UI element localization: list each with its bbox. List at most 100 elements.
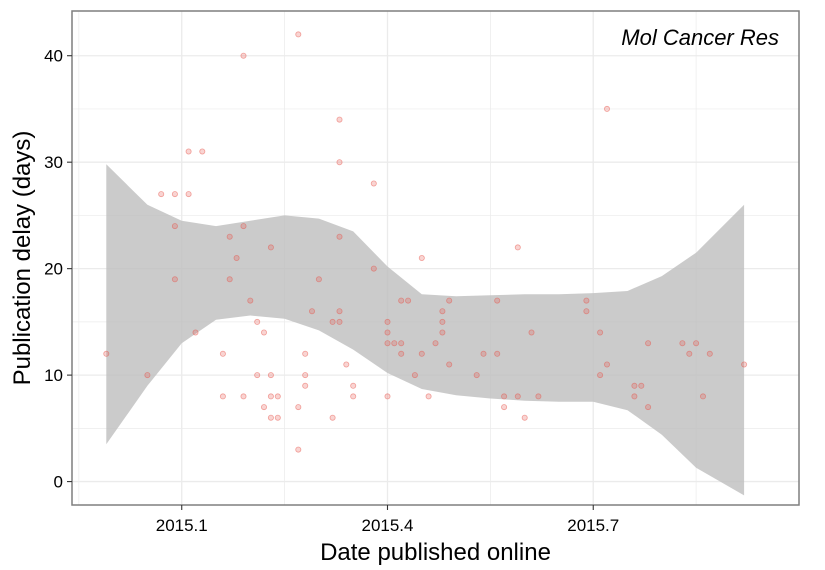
y-tick-label: 40: [44, 47, 63, 66]
data-point: [398, 340, 405, 347]
confidence-band: [106, 164, 745, 496]
data-point: [384, 340, 391, 347]
x-tick-label: 2015.4: [361, 516, 413, 535]
panel-border: [71, 10, 800, 506]
x-tick-label: 2015.7: [567, 516, 619, 535]
data-point: [494, 297, 501, 304]
data-point: [295, 446, 302, 453]
data-point: [597, 372, 604, 379]
data-point: [240, 393, 247, 400]
data-point: [336, 159, 343, 166]
y-tick-label: 0: [54, 473, 63, 492]
data-point: [185, 148, 192, 155]
data-point: [432, 340, 439, 347]
data-point: [494, 350, 501, 357]
data-point: [336, 116, 343, 123]
data-point: [604, 361, 611, 368]
data-point: [260, 329, 267, 336]
data-point: [679, 340, 686, 347]
data-point: [439, 308, 446, 315]
data-point: [254, 372, 261, 379]
y-axis-ticks: 0 10 20 30 40: [44, 47, 72, 492]
data-point: [501, 393, 508, 400]
data-point: [158, 191, 165, 198]
data-point: [514, 393, 521, 400]
data-point: [219, 393, 226, 400]
confidence-band-layer: [106, 164, 745, 496]
data-point: [226, 233, 233, 240]
data-point: [226, 276, 233, 283]
data-point: [254, 318, 261, 325]
data-point: [693, 340, 700, 347]
data-point: [329, 318, 336, 325]
data-point: [446, 297, 453, 304]
data-point: [597, 329, 604, 336]
data-point: [501, 404, 508, 411]
x-axis-title: Date published online: [320, 539, 551, 566]
data-point: [700, 393, 707, 400]
y-tick-label: 10: [44, 366, 63, 385]
panel-title: Mol Cancer Res: [621, 25, 779, 50]
data-point: [645, 404, 652, 411]
data-point: [706, 350, 713, 357]
y-axis-title: Publication delay (days): [9, 131, 36, 386]
data-point: [418, 350, 425, 357]
data-point: [267, 414, 274, 421]
data-point: [638, 382, 645, 389]
data-point: [411, 372, 418, 379]
data-point: [686, 350, 693, 357]
data-point: [336, 308, 343, 315]
data-point: [274, 414, 281, 421]
data-point: [446, 361, 453, 368]
data-point: [384, 393, 391, 400]
data-points-layer: [103, 31, 748, 453]
data-point: [171, 276, 178, 283]
data-point: [583, 297, 590, 304]
data-point: [295, 31, 302, 38]
data-point: [267, 244, 274, 251]
y-tick-label: 20: [44, 260, 63, 279]
data-point: [199, 148, 206, 155]
data-point: [185, 191, 192, 198]
y-tick-label: 30: [44, 153, 63, 172]
data-point: [370, 265, 377, 272]
data-point: [192, 329, 199, 336]
data-point: [267, 393, 274, 400]
data-point: [741, 361, 748, 368]
data-point: [302, 350, 309, 357]
data-point: [267, 372, 274, 379]
data-point: [384, 329, 391, 336]
x-tick-label: 2015.1: [156, 516, 208, 535]
data-point: [480, 350, 487, 357]
data-point: [103, 350, 110, 357]
data-point: [144, 372, 151, 379]
data-point: [260, 404, 267, 411]
data-point: [308, 308, 315, 315]
data-point: [398, 297, 405, 304]
data-point: [171, 191, 178, 198]
data-point: [473, 372, 480, 379]
data-point: [336, 318, 343, 325]
data-point: [583, 308, 590, 315]
data-point: [398, 350, 405, 357]
data-point: [302, 372, 309, 379]
data-point: [295, 404, 302, 411]
data-point: [336, 233, 343, 240]
data-point: [418, 254, 425, 261]
data-point: [631, 393, 638, 400]
data-point: [535, 393, 542, 400]
data-point: [604, 105, 611, 112]
data-point: [370, 180, 377, 187]
data-point: [425, 393, 432, 400]
data-point: [240, 52, 247, 59]
data-point: [521, 414, 528, 421]
x-axis-ticks: 2015.1 2015.4 2015.7: [156, 505, 619, 535]
data-point: [247, 297, 254, 304]
data-point: [645, 340, 652, 347]
data-point: [631, 382, 638, 389]
data-point: [302, 382, 309, 389]
data-point: [439, 318, 446, 325]
data-point: [171, 223, 178, 230]
data-point: [350, 382, 357, 389]
